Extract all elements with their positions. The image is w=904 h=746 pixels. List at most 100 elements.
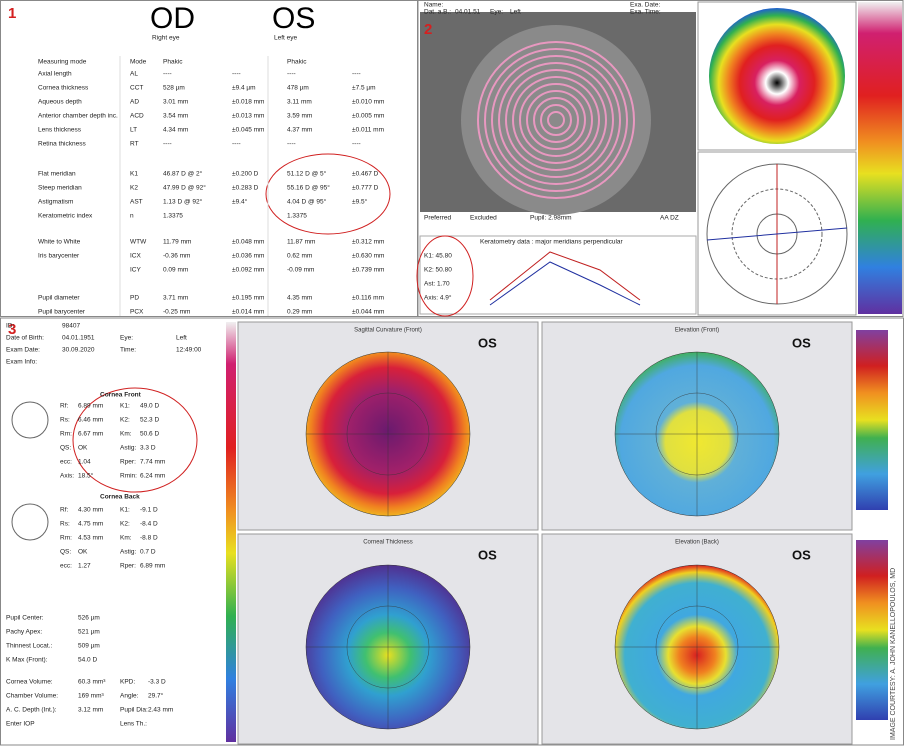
label: 30.09.2020: [62, 347, 95, 354]
label: K1: [130, 171, 138, 178]
label: Pupil barycenter: [38, 309, 86, 316]
od-heading: OD: [150, 2, 195, 35]
ring: [498, 62, 614, 178]
label: 98407: [62, 323, 80, 330]
label: 1.3375: [287, 213, 307, 220]
label: 4.04 D @ 95°: [287, 198, 327, 206]
label: Astig:: [120, 549, 136, 556]
label: 0.09 mm: [163, 267, 188, 274]
label: 3.11 mm: [287, 99, 312, 106]
label: 3.3 D: [140, 445, 156, 452]
label: -8.4 D: [140, 521, 158, 528]
ring: [540, 104, 572, 136]
label: ±9.4 µm: [232, 85, 256, 92]
label: ±0.467 D: [352, 171, 379, 178]
label: 478 µm: [287, 85, 309, 92]
label: White to White: [38, 239, 81, 246]
label: ----: [232, 141, 241, 148]
label: Aqueous depth: [38, 99, 82, 106]
label: Pupil diameter: [38, 295, 80, 302]
label: Left: [510, 9, 521, 16]
label: Enter IOP: [6, 721, 35, 728]
label: -3.3 D: [148, 679, 166, 686]
label: Excluded: [470, 215, 497, 222]
highlight: [265, 153, 391, 235]
label: 04.01.1951: [62, 335, 95, 342]
label: Eye:: [120, 335, 133, 342]
label: Phakic: [163, 59, 183, 66]
label: K2: [130, 185, 138, 192]
label: AD: [130, 99, 139, 106]
label: Pupil Center:: [6, 615, 44, 622]
label: Pupil Dia:: [120, 707, 148, 714]
label: PCX: [130, 309, 144, 316]
label: ecc:: [60, 459, 72, 466]
highlight: [416, 235, 474, 317]
label: 0.62 mm: [287, 253, 312, 260]
label: ±0.195 mm: [232, 295, 264, 302]
label: Exam Info:: [6, 359, 37, 366]
label: Cornea Front: [100, 392, 142, 399]
label: ----: [163, 141, 172, 148]
label: -0.36 mm: [163, 253, 190, 260]
label: 6.89 mm: [78, 403, 103, 410]
label: 509 µm: [78, 643, 100, 650]
label: 29.7°: [148, 692, 164, 700]
label: Rm:: [60, 535, 72, 542]
label: K1:: [120, 507, 130, 514]
label: 7.74 mm: [140, 459, 165, 466]
topo-map: [709, 8, 845, 144]
label: ±0.777 D: [352, 185, 379, 192]
label: -9.1 D: [140, 507, 158, 514]
credit: IMAGE COURTESY: A. JOHN KANELLOPOULOS, M…: [890, 568, 897, 740]
map-eye: OS: [478, 547, 497, 562]
label: -0.25 mm: [163, 309, 190, 316]
color-scale: [858, 2, 902, 314]
kerato-curve: [489, 251, 641, 301]
label: Dat. a.B.:: [424, 9, 451, 16]
label: OK: [78, 445, 88, 452]
label: ----: [352, 71, 361, 78]
label: Rf:: [60, 403, 69, 410]
label: Axis:: [60, 473, 74, 480]
label: 54.0 D: [78, 657, 97, 664]
label: Exa. Time:: [630, 9, 661, 16]
label: ±0.092 mm: [232, 267, 264, 274]
iris: [461, 25, 651, 215]
label: RT: [130, 141, 139, 148]
ring: [505, 69, 607, 171]
label: 521 µm: [78, 629, 100, 636]
label: 47.99 D @ 92°: [163, 184, 206, 192]
label: KPD:: [120, 679, 135, 686]
label: 4.75 mm: [78, 521, 103, 528]
label: 169 mm³: [78, 693, 104, 700]
label: ±0.010 mm: [352, 99, 384, 106]
label: 50.6 D: [140, 431, 159, 438]
label: Rs:: [60, 417, 70, 424]
label: 46.87 D @ 2°: [163, 170, 203, 178]
label: 4.37 mm: [287, 127, 312, 134]
label: Km:: [120, 431, 132, 438]
label: OK: [78, 549, 88, 556]
label: Astig:: [120, 445, 136, 452]
ring: [547, 111, 565, 129]
label: 2.43 mm: [148, 707, 173, 714]
label: Axis: 4.9°: [424, 294, 452, 302]
label: 60.3 mm³: [78, 679, 106, 686]
label: Time:: [120, 347, 136, 354]
label: Lens thickness: [38, 127, 82, 134]
label: QS:: [60, 549, 71, 556]
label: ID:: [6, 323, 15, 330]
color-scale: [226, 322, 236, 742]
map-title: Elevation (Front): [675, 328, 719, 334]
label: Name:: [424, 2, 443, 9]
label: Iris barycenter: [38, 253, 80, 260]
label: 49.0 D: [140, 403, 159, 410]
label: ecc:: [60, 563, 72, 570]
label: Retina thickness: [38, 141, 86, 148]
label: Rper:: [120, 563, 136, 570]
label: ±0.018 mm: [232, 99, 264, 106]
label: ±0.200 D: [232, 171, 259, 178]
label: Keratometric index: [38, 213, 93, 220]
label: -0.09 mm: [287, 267, 314, 274]
